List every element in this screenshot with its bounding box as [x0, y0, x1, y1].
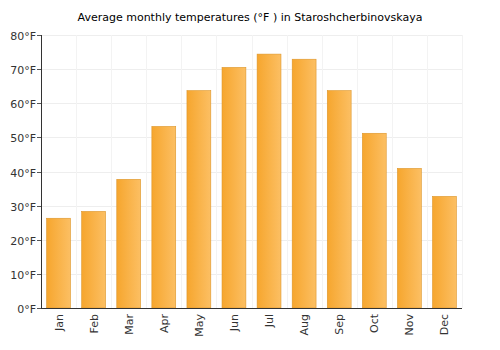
x-tick-label: Apr	[158, 314, 171, 334]
grid-line-x	[322, 35, 323, 308]
tick-mark	[37, 206, 41, 207]
bar	[257, 54, 281, 308]
grid-line-x	[287, 35, 288, 308]
y-tick-label: 10°F	[10, 269, 36, 282]
grid-line-x	[76, 35, 77, 308]
tick-mark	[37, 308, 41, 309]
bar	[82, 211, 106, 308]
tick-mark	[37, 274, 41, 275]
x-tick-label: Jun	[228, 314, 241, 332]
bar	[362, 133, 386, 308]
bar	[397, 168, 421, 308]
x-tick-label: Mar	[123, 314, 136, 335]
bar	[222, 67, 246, 308]
y-tick-label: 40°F	[10, 167, 36, 180]
bar	[292, 59, 316, 308]
x-tick-label: Jul	[263, 314, 276, 328]
x-tick-label: Sep	[333, 314, 346, 335]
grid-line-x	[462, 35, 463, 308]
tick-mark	[37, 103, 41, 104]
grid-line-x	[252, 35, 253, 308]
y-tick-label: 70°F	[10, 64, 36, 77]
title: Average monthly temperatures (°F ) in St…	[78, 11, 423, 24]
chart: Average monthly temperatures (°F ) in St…	[0, 0, 500, 350]
bar	[327, 91, 351, 308]
tick-mark	[37, 240, 41, 241]
grid-line-x	[216, 35, 217, 308]
grid-line-x	[181, 35, 182, 308]
y-tick-label: 30°F	[10, 201, 36, 214]
bar	[47, 218, 71, 308]
grid-line	[41, 35, 462, 36]
grid-line-x	[146, 35, 147, 308]
y-tick-label: 80°F	[10, 30, 36, 43]
x-tick-label: Dec	[438, 314, 451, 335]
x-tick-label: May	[193, 314, 206, 337]
bar	[433, 196, 457, 308]
grid-line-x	[357, 35, 358, 308]
x-axis	[41, 308, 462, 309]
x-tick-label: Nov	[403, 314, 416, 336]
grid-line-x	[392, 35, 393, 308]
tick-mark	[37, 172, 41, 173]
y-tick-label: 60°F	[10, 98, 36, 111]
tick-mark	[37, 35, 41, 36]
y-tick-label: 20°F	[10, 235, 36, 248]
bars	[47, 54, 457, 308]
y-axis	[41, 35, 42, 308]
bar	[187, 91, 211, 308]
x-tick-label: Oct	[368, 313, 381, 333]
x-tick-label: Jan	[53, 314, 66, 332]
grid-line-x	[41, 35, 42, 308]
y-tick-label: 0°F	[17, 303, 36, 316]
grid-line	[41, 103, 462, 104]
tick-mark	[37, 137, 41, 138]
y-tick-label: 50°F	[10, 132, 36, 145]
tick-mark	[37, 69, 41, 70]
grid-line	[41, 69, 462, 70]
x-tick-label: Feb	[88, 314, 101, 333]
bar	[117, 179, 141, 308]
grid-line-x	[111, 35, 112, 308]
bar	[152, 126, 176, 308]
grid-line-x	[427, 35, 428, 308]
x-tick-label: Aug	[298, 314, 311, 335]
grid-line	[41, 308, 462, 309]
grid-line	[41, 137, 462, 138]
